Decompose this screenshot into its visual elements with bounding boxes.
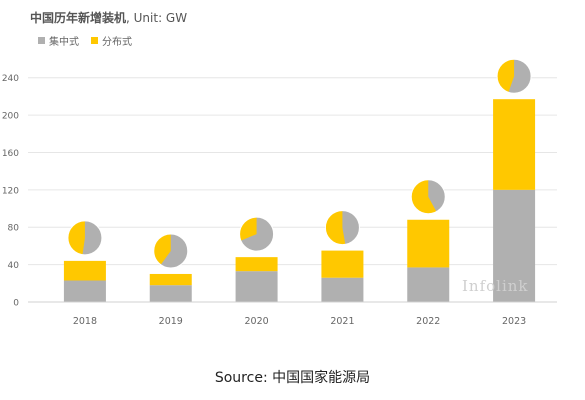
y-tick-label: 200 <box>2 112 19 122</box>
pie-distributed-slice <box>325 210 346 245</box>
bar-centralized <box>407 267 450 302</box>
watermark: Infolink <box>462 277 529 295</box>
bar-centralized <box>321 277 364 302</box>
bar-centralized <box>63 280 106 302</box>
chart-area: 0 40 80 120 160 200 240 2018 2019 2020 2021 2022 202… <box>2 11 557 327</box>
bar-distributed <box>63 260 106 281</box>
legend-swatch-centralized <box>38 37 45 44</box>
source-caption: Source: 中国国家能源局 <box>214 370 371 386</box>
x-tick-label: 2023 <box>502 316 526 327</box>
legend: 集中式 分布式 <box>38 33 132 48</box>
pie-outline <box>324 210 360 246</box>
pie-outline <box>410 179 446 215</box>
x-tick-label: 2018 <box>73 316 97 327</box>
bar-chart: 0 40 80 120 160 200 240 2018 2019 2020 2021 2022 202… <box>2 58 557 327</box>
bar-distributed <box>321 250 364 278</box>
bar-distributed <box>149 273 192 286</box>
legend-label-distributed: 分布式 <box>102 37 132 48</box>
pie-outline <box>153 233 189 269</box>
bar-centralized <box>235 271 278 302</box>
pie-distributed-slice <box>153 233 171 265</box>
bar-distributed <box>407 219 450 268</box>
pie-distributed-slice <box>67 220 85 255</box>
y-tick-label: 0 <box>13 299 19 309</box>
bar-distributed <box>235 257 278 272</box>
pie-distributed-slice <box>411 179 437 214</box>
bar-centralized <box>149 285 192 302</box>
x-tick-label: 2021 <box>330 316 354 327</box>
legend-swatch-distributed <box>91 37 98 44</box>
pie-outline <box>239 216 275 252</box>
pie-distributed-slice <box>497 59 515 93</box>
legend-item-distributed: 分布式 <box>91 33 132 48</box>
pie-outline <box>67 220 103 256</box>
chart-title: 中国历年新增装机, Unit: GW <box>30 11 188 25</box>
bar-centralized <box>493 189 536 302</box>
y-tick-label: 240 <box>2 74 19 84</box>
x-tick-label: 2019 <box>159 316 183 327</box>
pie-outline <box>496 58 532 94</box>
x-tick-label: 2020 <box>244 316 268 327</box>
y-tick-label: 40 <box>8 261 20 271</box>
bar-distributed <box>493 99 536 190</box>
x-tick-label: 2022 <box>416 316 440 327</box>
y-tick-label: 160 <box>2 149 19 159</box>
legend-label-centralized: 集中式 <box>49 37 79 48</box>
y-tick-label: 80 <box>8 224 20 234</box>
legend-item-centralized: 集中式 <box>38 33 79 48</box>
y-tick-label: 120 <box>2 186 19 196</box>
